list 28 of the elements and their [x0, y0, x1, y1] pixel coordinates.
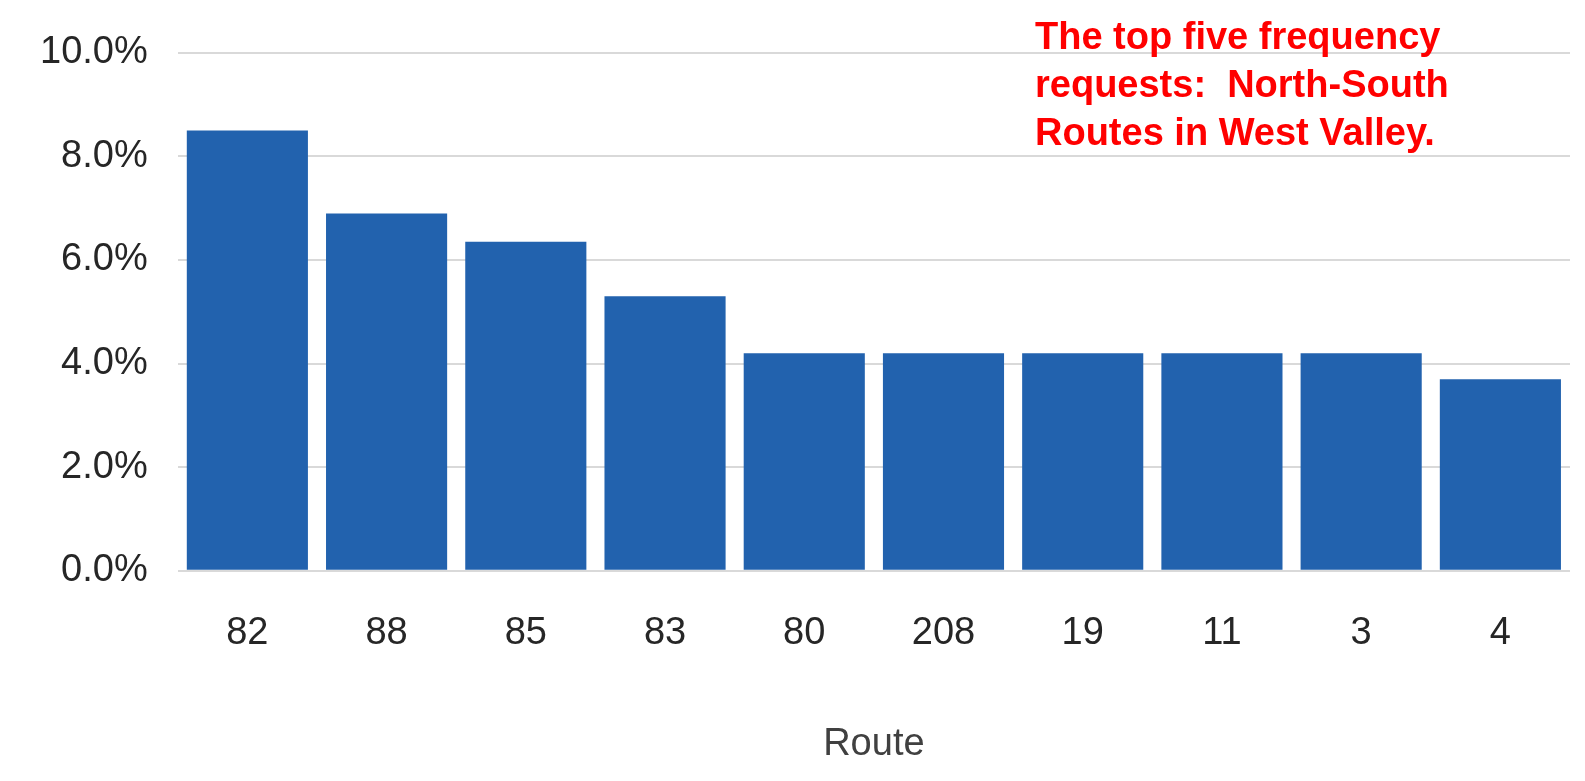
y-tick-label: 4.0%: [61, 340, 148, 383]
x-tick-label: 3: [1350, 610, 1372, 653]
annotation: The top five frequency requests: North-South Routes in West Valley.: [1035, 15, 1449, 154]
bar: [1439, 379, 1561, 570]
x-tick-label: 83: [643, 610, 687, 653]
x-tick-label: 19: [1061, 610, 1104, 653]
bar: [465, 241, 587, 570]
x-tick-label: 4: [1489, 610, 1511, 653]
x-tick-label: 82: [226, 610, 269, 653]
bar: [882, 353, 1005, 570]
y-tick-label: 6.0%: [61, 236, 148, 279]
bar: [1161, 353, 1283, 570]
bar: [326, 213, 448, 570]
x-axis-title: Route: [823, 720, 925, 763]
bar: [1300, 353, 1422, 570]
x-tick-label: 88: [365, 610, 408, 653]
bar: [604, 296, 726, 570]
y-tick-label: 8.0%: [61, 132, 148, 175]
y-tick-label: 2.0%: [61, 443, 148, 486]
x-tick-label: 80: [783, 610, 826, 653]
x-tick-label: 85: [504, 610, 547, 653]
y-tick-label: 10.0%: [40, 29, 148, 72]
bar: [743, 353, 865, 570]
x-tick-label: 11: [1202, 610, 1242, 653]
bar: [186, 130, 308, 570]
bar: [1022, 353, 1144, 570]
y-tick-label: 0.0%: [61, 547, 148, 590]
x-tick-label: 208: [911, 610, 976, 653]
